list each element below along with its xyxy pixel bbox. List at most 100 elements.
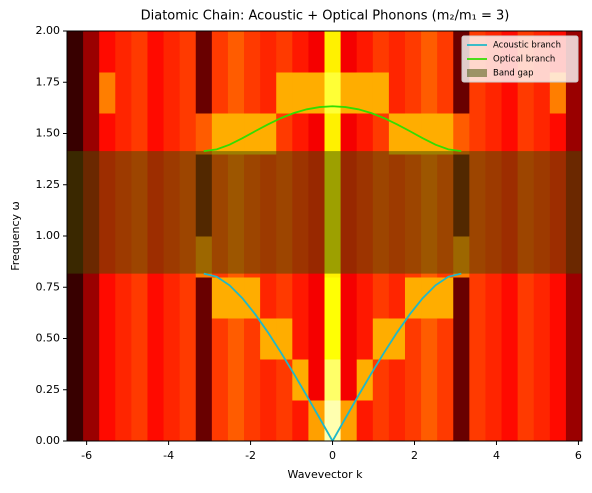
- heatmap-cell: [163, 400, 181, 441]
- heatmap-cell: [163, 113, 181, 155]
- heatmap-cell: [549, 277, 567, 319]
- heatmap-cell: [340, 113, 358, 155]
- heatmap-cell: [292, 113, 309, 155]
- heatmap-cell: [324, 31, 342, 73]
- heatmap-cell: [115, 400, 132, 441]
- heatmap-cell: [356, 72, 374, 114]
- heatmap-cell: [388, 72, 406, 114]
- x-tick-label: 4: [493, 449, 500, 462]
- heatmap-cell: [308, 400, 326, 441]
- heatmap-cell: [517, 277, 535, 319]
- heatmap-cell: [565, 359, 582, 401]
- y-tick-label: 1.00: [36, 229, 61, 242]
- heatmap-cell: [340, 72, 358, 114]
- heatmap-cell: [147, 72, 165, 114]
- heatmap-cell: [324, 72, 342, 114]
- heatmap-cell: [533, 113, 551, 155]
- heatmap-cell: [211, 318, 229, 360]
- heatmap-cell: [276, 277, 293, 319]
- heatmap-cell: [163, 72, 181, 114]
- legend-label: Acoustic branch: [493, 41, 561, 51]
- heatmap-cell: [404, 72, 422, 114]
- heatmap-cell: [244, 318, 261, 360]
- y-tick-label: 0.25: [36, 383, 61, 396]
- heatmap-cell: [404, 277, 422, 319]
- heatmap-cell: [485, 400, 503, 441]
- heatmap-cell: [485, 277, 503, 319]
- heatmap-cell: [549, 318, 567, 360]
- heatmap-cell: [388, 31, 406, 73]
- heatmap-cell: [131, 113, 148, 155]
- heatmap-cell: [388, 400, 406, 441]
- heatmap-cell: [179, 277, 197, 319]
- heatmap-cell: [533, 277, 551, 319]
- heatmap-cell: [276, 72, 293, 114]
- heatmap-cell: [324, 400, 342, 441]
- heatmap-cell: [501, 113, 519, 155]
- heatmap-cell: [67, 318, 84, 360]
- x-tick-label: 0: [329, 449, 336, 462]
- heatmap-cell: [292, 359, 309, 401]
- heatmap-cell: [453, 400, 470, 441]
- heatmap-cell: [211, 72, 229, 114]
- heatmap-cell: [260, 31, 277, 73]
- x-axis-label: Wavevector k: [288, 468, 364, 481]
- heatmap-cell: [83, 72, 100, 114]
- heatmap-cell: [83, 359, 100, 401]
- heatmap-cell: [292, 72, 309, 114]
- heatmap-cell: [565, 400, 582, 441]
- heatmap-cell: [147, 359, 165, 401]
- heatmap-cell: [308, 31, 326, 73]
- heatmap-cell: [533, 359, 551, 401]
- heatmap-cell: [244, 400, 261, 441]
- heatmap-cell: [308, 72, 326, 114]
- heatmap-cell: [99, 359, 116, 401]
- heatmap-cell: [501, 359, 519, 401]
- heatmap-cell: [163, 31, 181, 73]
- heatmap-cell: [308, 277, 326, 319]
- heatmap-cell: [244, 359, 261, 401]
- heatmap-cell: [421, 318, 438, 360]
- heatmap-cell: [308, 318, 326, 360]
- x-tick-label: -6: [81, 449, 92, 462]
- heatmap-cell: [147, 31, 165, 73]
- heatmap-cell: [372, 277, 390, 319]
- heatmap-cell: [340, 31, 358, 73]
- heatmap-cell: [388, 318, 406, 360]
- heatmap-cell: [179, 318, 197, 360]
- heatmap-cell: [211, 400, 229, 441]
- heatmap-cell: [372, 359, 390, 401]
- heatmap-cell: [453, 359, 470, 401]
- x-tick-label: -4: [163, 449, 174, 462]
- heatmap-cell: [469, 277, 486, 319]
- heatmap-cell: [421, 113, 438, 155]
- heatmap-cell: [356, 113, 374, 155]
- heatmap-cell: [437, 318, 454, 360]
- heatmap-cell: [501, 277, 519, 319]
- plot-area: [67, 31, 582, 441]
- heatmap-cell: [195, 277, 213, 319]
- legend-label: Optical branch: [493, 55, 555, 65]
- heatmap-cell: [324, 113, 342, 155]
- line-series: [203, 105, 462, 152]
- y-axis-label: Frequency ω: [9, 201, 22, 271]
- heatmap-cell: [83, 400, 100, 441]
- legend-box: [461, 35, 579, 83]
- heatmap-cell: [260, 277, 277, 319]
- heatmap-cell: [437, 277, 454, 319]
- heatmap-cell: [501, 318, 519, 360]
- y-tick-label: 0.50: [36, 332, 61, 345]
- heatmap-cell: [517, 318, 535, 360]
- heatmap-cell: [324, 318, 342, 360]
- heatmap-cell: [179, 359, 197, 401]
- legend-swatch: [467, 69, 487, 77]
- heatmap-cell: [372, 318, 390, 360]
- heatmap-cell: [501, 400, 519, 441]
- heatmap-cell: [437, 72, 454, 114]
- heatmap-cell: [324, 277, 342, 319]
- heatmap-cell: [227, 359, 245, 401]
- heatmap-cell: [83, 277, 100, 319]
- heatmap-cell: [99, 318, 116, 360]
- heatmap-cell: [340, 359, 358, 401]
